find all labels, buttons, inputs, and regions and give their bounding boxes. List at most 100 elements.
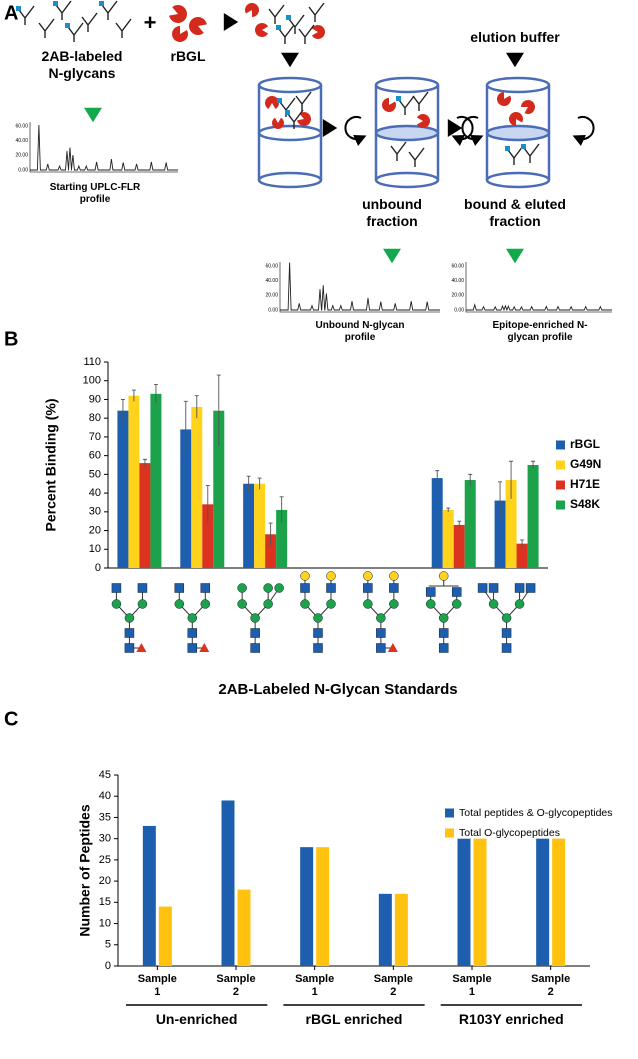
diagram-label: 2AB-labeled N-glycans: [41, 48, 123, 81]
error-bar: [183, 400, 188, 458]
y-tick-label: 100: [83, 375, 101, 387]
bar: [494, 500, 506, 568]
arrow-triangle: [506, 52, 524, 68]
glycan-circle: [111, 599, 122, 609]
bar: [464, 479, 476, 568]
bar: [300, 847, 314, 966]
glycan-circle: [263, 599, 273, 609]
glycan-circle: [438, 613, 449, 623]
glycan-sketch: [278, 24, 295, 44]
y-tick-label: 10: [89, 543, 101, 555]
column-resin: [485, 124, 551, 142]
glcnac-icon: [53, 1, 58, 6]
glycan-square: [514, 583, 525, 593]
error-bar: [257, 477, 262, 490]
glycan-circle: [425, 599, 436, 609]
lectin-icon: [244, 2, 259, 17]
bar: [457, 838, 471, 966]
y-tick-label: 0: [105, 960, 111, 972]
legend-label: H71E: [570, 477, 600, 491]
arrow-triangle: [506, 248, 524, 264]
column-bottom: [257, 171, 323, 189]
glycan-square: [313, 628, 323, 638]
group-label: R103Y enriched: [458, 1011, 564, 1027]
error-bar: [120, 399, 125, 422]
chromatogram-axes: [279, 262, 440, 313]
error-bar: [205, 485, 210, 524]
error-bar: [279, 496, 284, 524]
lectin-icon: [189, 17, 207, 36]
error-bar: [194, 395, 199, 419]
glycan-circle: [174, 599, 185, 609]
glycan-fucose: [387, 643, 398, 652]
error-bar: [246, 475, 251, 492]
glycan-square: [187, 643, 198, 653]
glycan-square: [501, 643, 512, 653]
bar: [473, 838, 487, 966]
y-axis-label: Percent Binding (%): [43, 398, 59, 531]
bar: [378, 893, 392, 966]
y-tick-label: 5: [105, 939, 111, 951]
glycan-square: [124, 643, 135, 653]
circular-arrow: [461, 116, 484, 146]
bar: [276, 509, 288, 568]
error-bar: [142, 458, 147, 467]
glycan-square: [187, 628, 198, 638]
lectin-icon: [272, 117, 284, 130]
chromatogram-tick-label: 60.00: [451, 263, 464, 269]
y-tick-label: 10: [99, 917, 111, 929]
lectin-icon: [311, 25, 326, 40]
column-resin: [374, 124, 440, 142]
bar: [516, 543, 528, 568]
glycan-square: [363, 583, 373, 593]
diagram-label: Starting UPLC-FLR profile: [49, 182, 141, 205]
glycan-square: [477, 583, 488, 593]
glycan-square: [326, 583, 336, 593]
glycan-circle: [514, 599, 525, 609]
glycan-sketch: [115, 18, 132, 38]
glycan-circle: [376, 613, 386, 623]
glycan-circle: [237, 583, 247, 593]
arrow-triangle: [84, 107, 102, 123]
y-axis-label: Number of Peptides: [77, 804, 93, 936]
diagram-label: bound & eluted fraction: [464, 196, 566, 229]
bar: [117, 410, 129, 568]
glycan-fucose: [136, 643, 147, 652]
lectin-icon: [508, 111, 524, 126]
group-label: rBGL enriched: [305, 1011, 403, 1027]
glycan-square: [313, 643, 323, 653]
glycan-sketch: [408, 147, 425, 167]
arrow-triangle: [223, 13, 239, 31]
glcnac-icon: [505, 146, 510, 151]
glycan-square: [200, 583, 211, 593]
glycan-circle: [501, 613, 512, 623]
bar: [180, 429, 192, 568]
x-tick-label: Sample 2: [373, 973, 413, 999]
glycan-square: [250, 643, 260, 653]
lectin-icon: [416, 114, 431, 128]
panel-label: C: [4, 708, 18, 730]
x-tick-label: Sample 2: [216, 973, 256, 999]
glycan-square: [389, 583, 399, 593]
bar: [316, 847, 330, 966]
chromatogram-trace: [30, 124, 178, 171]
bar: [243, 483, 255, 568]
bar: [221, 800, 235, 966]
arrow-triangle: [447, 119, 463, 137]
chromatogram-tick-label: 40.00: [451, 278, 464, 284]
error-bar: [216, 374, 221, 447]
glycan-sketch: [412, 91, 429, 111]
y-tick-label: 70: [89, 431, 101, 443]
legend-swatch: [445, 828, 454, 838]
y-tick-label: 90: [89, 393, 101, 405]
legend-label: S48K: [570, 497, 600, 511]
y-tick-label: 50: [89, 468, 101, 480]
arrow-triangle: [281, 52, 299, 68]
glcnac-icon: [99, 1, 104, 6]
y-tick-label: 35: [99, 811, 111, 823]
bar: [453, 524, 465, 568]
glycan-circle: [200, 599, 211, 609]
glycan-sketch: [398, 95, 415, 115]
glycan-square: [438, 643, 449, 653]
